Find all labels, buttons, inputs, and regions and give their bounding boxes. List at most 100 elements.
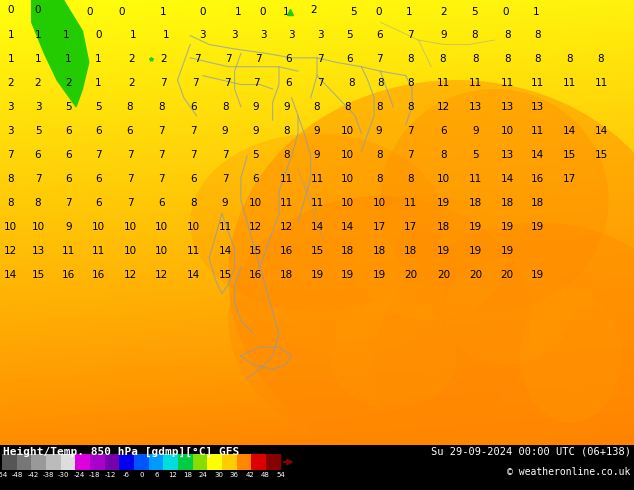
Text: -6: -6 xyxy=(122,472,129,478)
Text: 0: 0 xyxy=(200,7,206,18)
Text: -30: -30 xyxy=(58,472,70,478)
Text: 18: 18 xyxy=(280,270,293,280)
Text: 14: 14 xyxy=(531,150,544,160)
Text: 12: 12 xyxy=(124,270,136,280)
Text: 9: 9 xyxy=(314,126,320,136)
Text: 19: 19 xyxy=(531,222,544,232)
Text: 9: 9 xyxy=(252,102,259,112)
Text: 14: 14 xyxy=(595,126,607,136)
Text: 8: 8 xyxy=(598,54,604,64)
Text: 0: 0 xyxy=(87,7,93,18)
Text: 20: 20 xyxy=(501,270,514,280)
Text: 11: 11 xyxy=(595,78,607,88)
Text: 3: 3 xyxy=(231,30,238,40)
Text: 2: 2 xyxy=(311,5,317,15)
Text: 1: 1 xyxy=(533,7,539,18)
Text: 11: 11 xyxy=(280,174,293,184)
Bar xyxy=(31,454,46,470)
Text: 7: 7 xyxy=(158,174,165,184)
Bar xyxy=(164,454,178,470)
Text: 13: 13 xyxy=(531,102,544,112)
Text: 5: 5 xyxy=(65,102,72,112)
Text: 5: 5 xyxy=(252,150,259,160)
Text: 1: 1 xyxy=(95,78,101,88)
Text: 14: 14 xyxy=(563,126,576,136)
Text: 3: 3 xyxy=(317,30,323,40)
Text: 30: 30 xyxy=(214,472,223,478)
Bar xyxy=(193,454,207,470)
Text: 7: 7 xyxy=(95,150,101,160)
Text: -54: -54 xyxy=(0,472,8,478)
Text: 19: 19 xyxy=(373,270,385,280)
Text: 11: 11 xyxy=(311,198,323,208)
Text: 19: 19 xyxy=(311,270,323,280)
Text: 2: 2 xyxy=(65,78,72,88)
Text: 15: 15 xyxy=(219,270,231,280)
Text: 20: 20 xyxy=(469,270,482,280)
Bar xyxy=(75,454,90,470)
Text: 8: 8 xyxy=(8,198,14,208)
Text: 5: 5 xyxy=(472,150,479,160)
Bar xyxy=(207,454,222,470)
Bar xyxy=(134,454,149,470)
Text: 11: 11 xyxy=(531,78,544,88)
Ellipse shape xyxy=(228,80,634,471)
Text: 48: 48 xyxy=(261,472,270,478)
Text: 8: 8 xyxy=(534,54,541,64)
Text: 14: 14 xyxy=(501,174,514,184)
Text: 6: 6 xyxy=(285,54,292,64)
Text: 7: 7 xyxy=(225,54,231,64)
Text: 7: 7 xyxy=(127,174,133,184)
Text: 11: 11 xyxy=(563,78,576,88)
Text: 9: 9 xyxy=(314,150,320,160)
Ellipse shape xyxy=(330,302,456,409)
Text: 1: 1 xyxy=(130,30,136,40)
Text: 16: 16 xyxy=(531,174,544,184)
Text: 2: 2 xyxy=(129,78,135,88)
Text: 7: 7 xyxy=(158,150,165,160)
Text: 19: 19 xyxy=(501,246,514,256)
Text: 7: 7 xyxy=(408,30,414,40)
Text: 18: 18 xyxy=(404,246,417,256)
Text: 7: 7 xyxy=(408,126,414,136)
Text: 10: 10 xyxy=(155,222,168,232)
Text: 12: 12 xyxy=(249,222,262,232)
Text: 7: 7 xyxy=(222,150,228,160)
Text: 6: 6 xyxy=(190,174,197,184)
Text: 0: 0 xyxy=(35,5,41,15)
Text: 14: 14 xyxy=(311,222,323,232)
Text: 11: 11 xyxy=(501,78,514,88)
Bar xyxy=(222,454,237,470)
Text: 9: 9 xyxy=(222,126,228,136)
Text: 12: 12 xyxy=(4,246,17,256)
Text: 14: 14 xyxy=(219,246,231,256)
Bar xyxy=(61,454,75,470)
Text: 6: 6 xyxy=(65,126,72,136)
Text: 6: 6 xyxy=(285,78,292,88)
Text: 11: 11 xyxy=(92,246,105,256)
Text: 17: 17 xyxy=(373,222,385,232)
Text: 0: 0 xyxy=(119,7,125,18)
Ellipse shape xyxy=(228,196,533,445)
Text: 16: 16 xyxy=(280,246,293,256)
Text: 13: 13 xyxy=(469,102,482,112)
Text: 14: 14 xyxy=(341,222,354,232)
Text: © weatheronline.co.uk: © weatheronline.co.uk xyxy=(507,466,631,477)
Ellipse shape xyxy=(355,196,507,320)
Text: 8: 8 xyxy=(377,78,384,88)
Text: 10: 10 xyxy=(124,222,136,232)
Text: 13: 13 xyxy=(501,102,514,112)
Text: -24: -24 xyxy=(74,472,85,478)
Text: 6: 6 xyxy=(95,198,101,208)
Text: 8: 8 xyxy=(35,198,41,208)
Text: 17: 17 xyxy=(563,174,576,184)
Text: 7: 7 xyxy=(127,198,133,208)
Text: 8: 8 xyxy=(408,78,414,88)
Text: 5: 5 xyxy=(347,30,353,40)
Text: 8: 8 xyxy=(376,102,382,112)
Text: 6: 6 xyxy=(190,102,197,112)
Text: 18: 18 xyxy=(437,222,450,232)
Text: 3: 3 xyxy=(35,102,41,112)
Text: 7: 7 xyxy=(8,150,14,160)
Text: 10: 10 xyxy=(341,150,354,160)
